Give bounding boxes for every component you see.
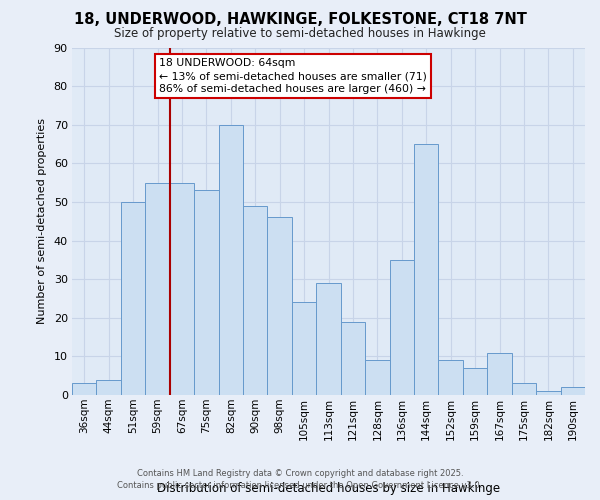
- Bar: [487, 352, 512, 395]
- X-axis label: Distribution of semi-detached houses by size in Hawkinge: Distribution of semi-detached houses by …: [157, 482, 500, 494]
- Bar: [170, 182, 194, 395]
- Y-axis label: Number of semi-detached properties: Number of semi-detached properties: [37, 118, 47, 324]
- Bar: [439, 360, 463, 395]
- Bar: [218, 124, 243, 395]
- Text: Contains HM Land Registry data © Crown copyright and database right 2025.
Contai: Contains HM Land Registry data © Crown c…: [118, 469, 482, 490]
- Bar: [292, 302, 316, 395]
- Bar: [389, 260, 414, 395]
- Bar: [97, 380, 121, 395]
- Bar: [341, 322, 365, 395]
- Bar: [560, 388, 585, 395]
- Bar: [463, 368, 487, 395]
- Bar: [512, 384, 536, 395]
- Bar: [145, 182, 170, 395]
- Text: 18, UNDERWOOD, HAWKINGE, FOLKESTONE, CT18 7NT: 18, UNDERWOOD, HAWKINGE, FOLKESTONE, CT1…: [74, 12, 526, 28]
- Bar: [414, 144, 439, 395]
- Bar: [268, 218, 292, 395]
- Bar: [243, 206, 268, 395]
- Bar: [365, 360, 389, 395]
- Text: 18 UNDERWOOD: 64sqm
← 13% of semi-detached houses are smaller (71)
86% of semi-d: 18 UNDERWOOD: 64sqm ← 13% of semi-detach…: [159, 58, 427, 94]
- Bar: [194, 190, 218, 395]
- Bar: [316, 283, 341, 395]
- Bar: [536, 391, 560, 395]
- Bar: [121, 202, 145, 395]
- Bar: [72, 384, 97, 395]
- Text: Size of property relative to semi-detached houses in Hawkinge: Size of property relative to semi-detach…: [114, 28, 486, 40]
